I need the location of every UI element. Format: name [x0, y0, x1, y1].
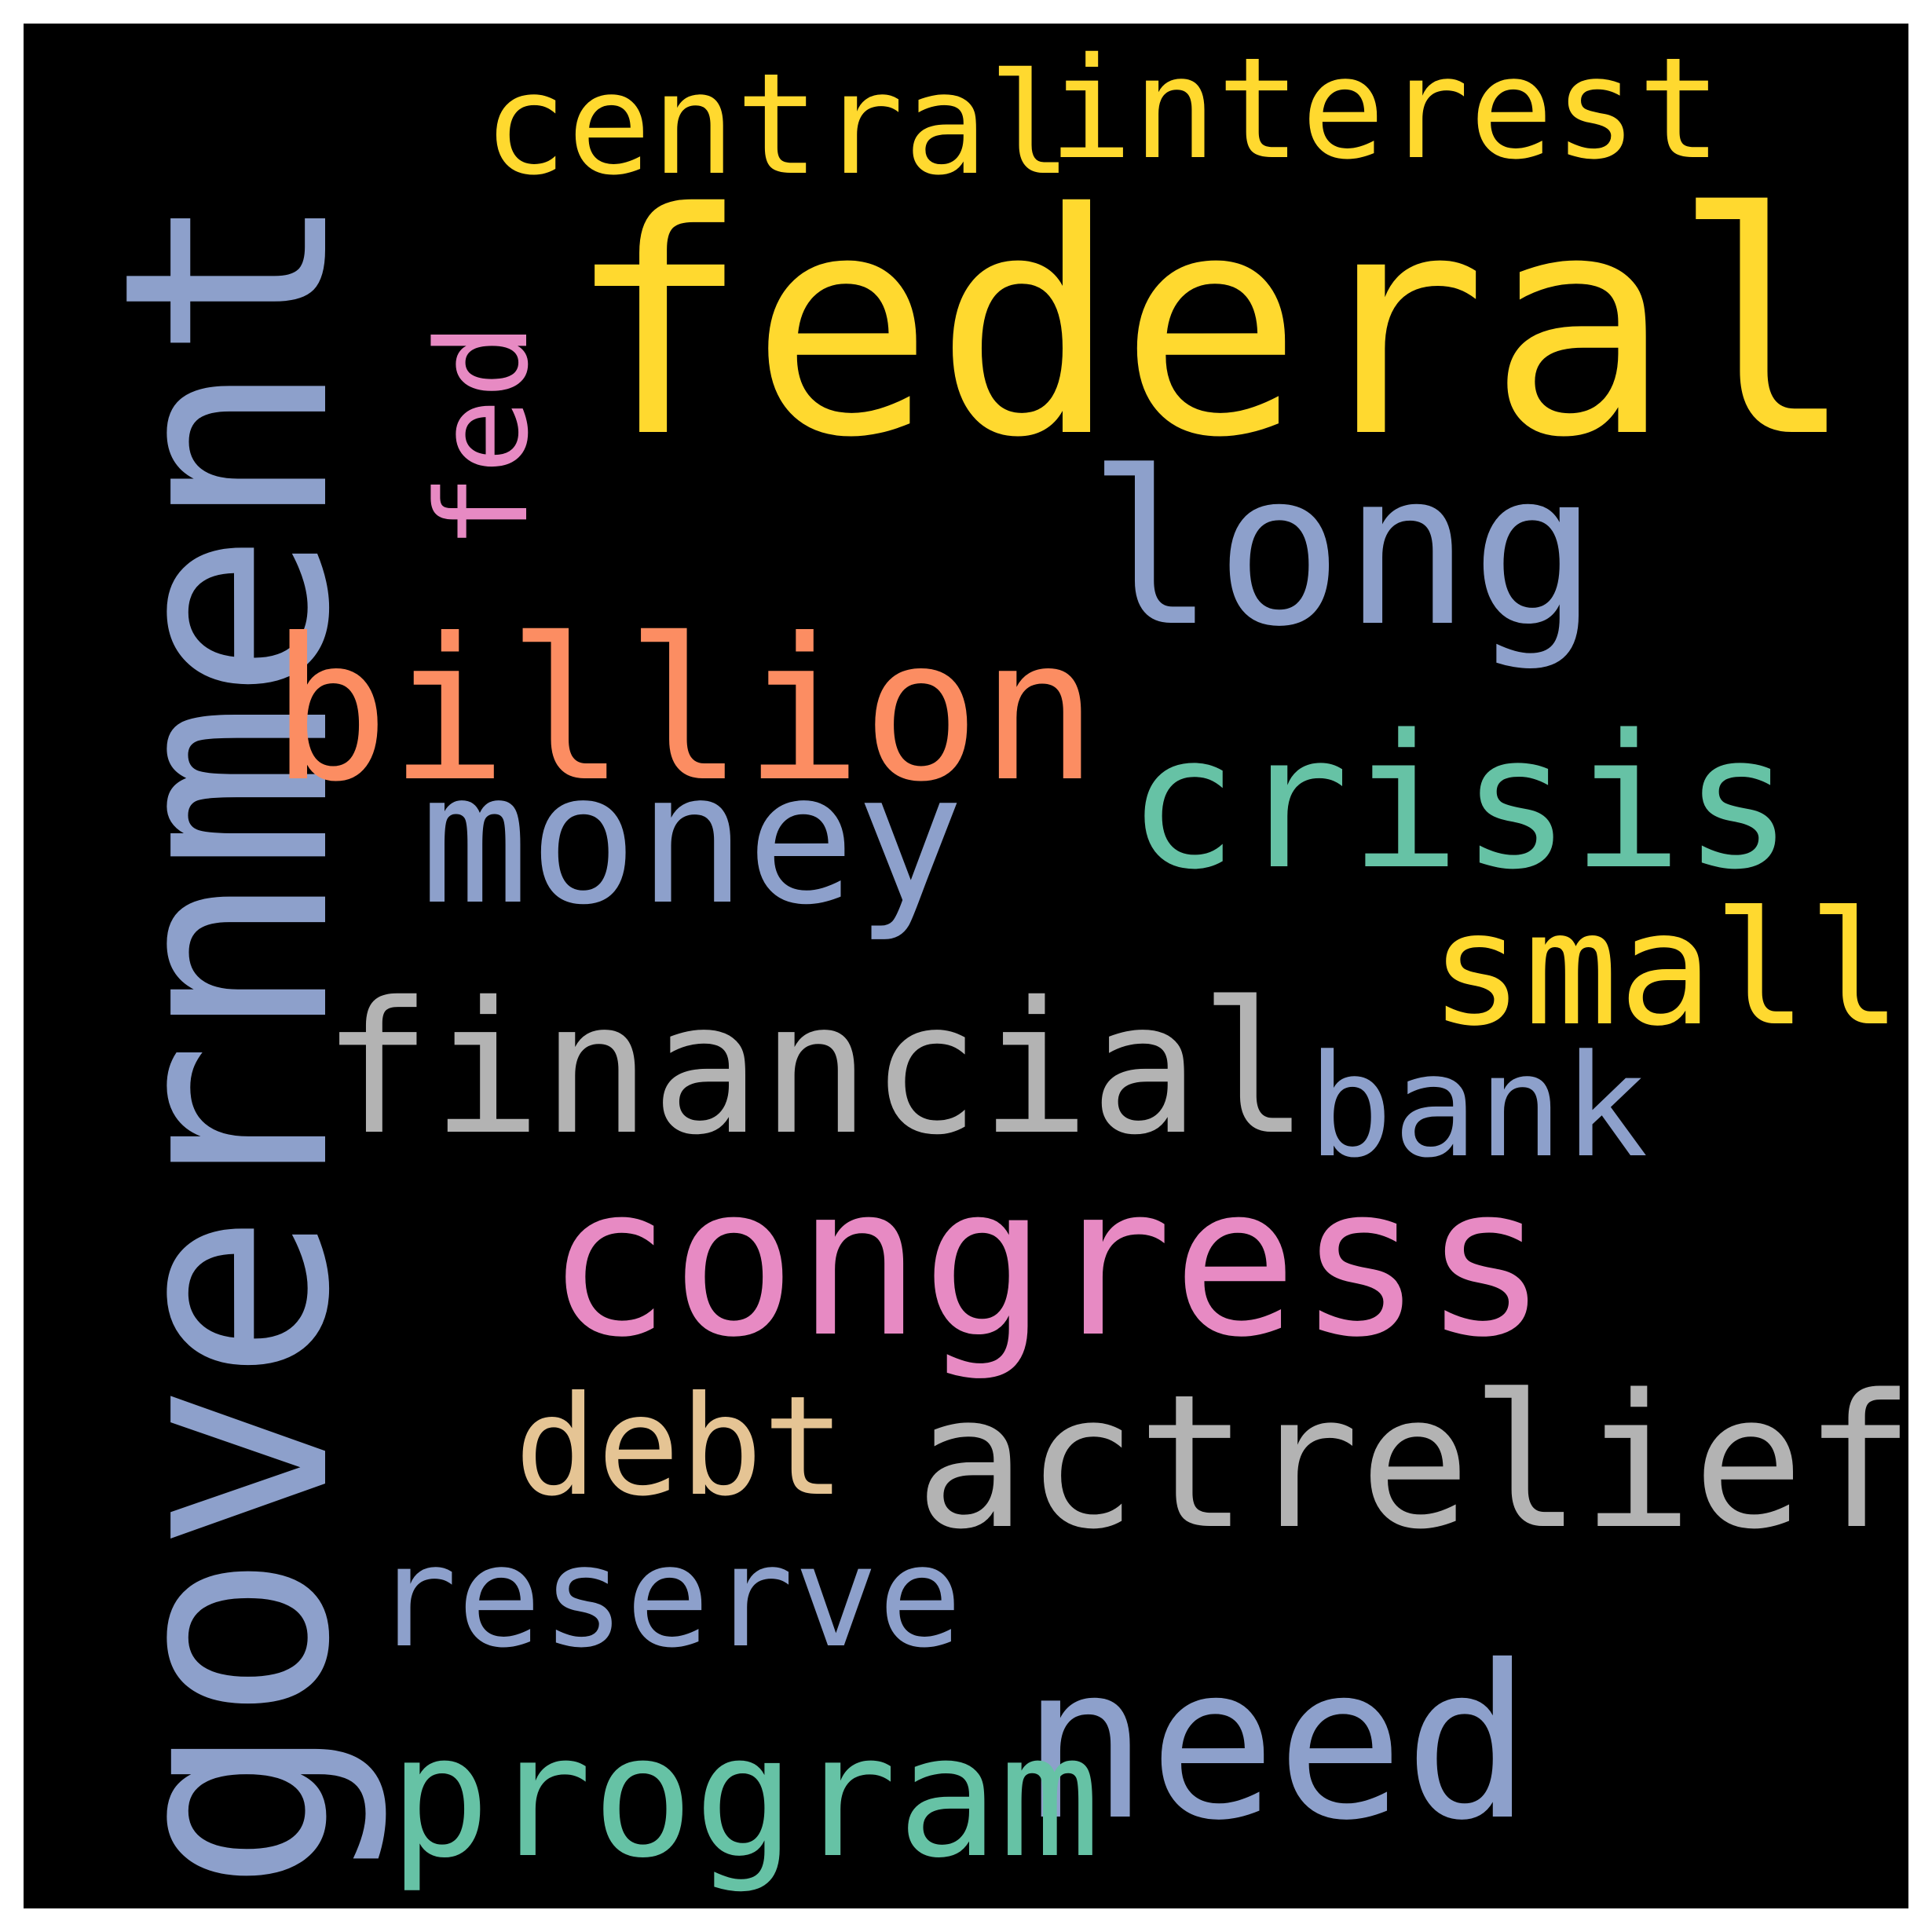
word-money: money	[420, 735, 964, 945]
word-congress: congress	[546, 1141, 1549, 1383]
word-reserve: reserve	[373, 1516, 963, 1678]
word-crisis: crisis	[1127, 696, 1794, 910]
word-cloud: government federal central interest fed …	[24, 24, 1908, 1908]
word-billion: billion	[271, 596, 1099, 825]
word-fed: fed	[409, 323, 556, 550]
word-bank: bank	[1308, 1025, 1648, 1189]
word-financial: financial	[322, 963, 1310, 1175]
word-interest: interest	[1048, 27, 1722, 190]
word-long: long	[1088, 426, 1599, 673]
word-small: small	[1429, 878, 1903, 1061]
word-central: central	[483, 43, 1073, 206]
word-debt: debt	[514, 1367, 846, 1527]
word-need: need	[1021, 1619, 1532, 1867]
word-actrelief: actrelief	[915, 1356, 1908, 1570]
word-program: program	[389, 1698, 1101, 1895]
word-federal: federal	[565, 148, 1857, 504]
